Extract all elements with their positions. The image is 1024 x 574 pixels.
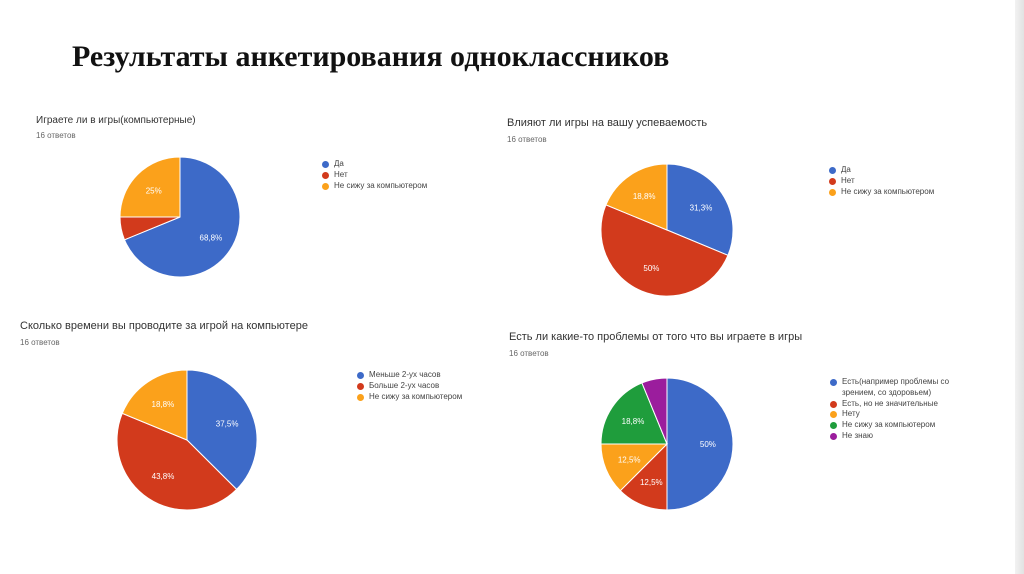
legend-label: Нет <box>334 169 348 179</box>
legend-item: Есть, но не значительные <box>830 399 980 410</box>
legend-label: Меньше 2-ух часов <box>369 370 441 379</box>
legend-swatch <box>322 161 329 168</box>
legend-item: Не сижу за компьютером <box>357 392 527 403</box>
legend-swatch <box>357 382 364 390</box>
legend-item: Меньше 2-ух часов <box>357 370 527 381</box>
pie-chart: 50% 12,5% 12,5% 18,8% <box>600 377 734 511</box>
pie-slice-больше-2-ух-часов <box>116 412 238 511</box>
slice-label: 25% <box>146 187 162 196</box>
legend-label: Да <box>334 159 344 168</box>
legend-item: Да <box>322 159 482 170</box>
legend: Да Нет Не сижу за компьютером <box>322 159 482 191</box>
legend-label: Есть(например проблемы со зрением, со зд… <box>842 377 950 397</box>
pie-slice-да <box>666 163 734 256</box>
pie-slice-меньше-2-ух-часов <box>186 369 258 491</box>
legend-swatch <box>829 167 836 174</box>
pie-slice-да <box>123 156 241 278</box>
slice-label: 18,8% <box>152 400 175 409</box>
response-count: 16 ответов <box>509 349 549 358</box>
slide-edge <box>1015 0 1024 574</box>
pie-slice-не-сижу-за-компьютером <box>121 369 188 441</box>
slice-label: 50% <box>643 264 659 273</box>
legend-label: Не знаю <box>842 430 873 440</box>
legend-item: Нету <box>830 409 980 420</box>
response-count: 16 ответов <box>507 135 547 144</box>
legend-label: Нет <box>841 175 855 185</box>
legend-label: Не сижу за компьютером <box>841 186 935 196</box>
legend-item: Не сижу за компьютером <box>829 187 989 198</box>
legend-item: Больше 2-ух часов <box>357 381 527 392</box>
legend-swatch <box>829 177 836 185</box>
legend: Меньше 2-ух часов Больше 2-ух часов Не сиж… <box>357 370 527 402</box>
slice-label: 31,3% <box>690 203 713 212</box>
legend-swatch <box>830 432 837 440</box>
slice-label: 43,8% <box>152 472 175 481</box>
pie-slice-не-сижу-за-компьютером <box>605 163 668 231</box>
pie-chart: 68,8% 25% <box>119 156 241 278</box>
legend-swatch <box>357 393 364 401</box>
legend-swatch <box>829 188 836 196</box>
legend-label: Не сижу за компьютером <box>334 180 428 190</box>
slice-label: 37,5% <box>216 419 239 428</box>
legend-swatch <box>357 372 364 379</box>
slice-label: 18,8% <box>633 192 656 201</box>
legend: Да Нет Не сижу за компьютером <box>829 165 989 197</box>
legend-label: Да <box>841 165 851 174</box>
legend: Есть(например проблемы со зрением, со зд… <box>830 377 980 442</box>
legend-swatch <box>322 182 329 190</box>
slice-label: 12,5% <box>640 478 663 487</box>
legend-label: Нету <box>842 409 860 419</box>
legend-item: Нет <box>322 170 482 181</box>
legend-item: Нет <box>829 176 989 187</box>
legend-item: Есть(например проблемы со зрением, со зд… <box>830 377 980 399</box>
pie-slice-есть-например-проблемы-со-зрением-со-здоровьем <box>666 377 734 511</box>
legend-item: Не сижу за компьютером <box>830 420 980 431</box>
pie-chart: 37,5% 43,8% 18,8% <box>116 369 258 511</box>
legend-swatch <box>830 400 837 408</box>
slide-title: Результаты анкетирования одноклассников <box>72 40 670 73</box>
slice-label: 12,5% <box>618 456 641 465</box>
chart-title: Влияют ли игры на вашу успеваемость <box>507 117 708 129</box>
slice-label: 18,8% <box>622 417 645 426</box>
response-count: 16 ответов <box>20 338 60 347</box>
chart-title: Есть ли какие-то проблемы от того что вы… <box>509 331 803 343</box>
legend-label: Не сижу за компьютером <box>842 420 936 430</box>
response-count: 16 ответов <box>36 131 76 140</box>
legend-item: Не сижу за компьютером <box>322 181 482 192</box>
legend-swatch <box>830 422 837 430</box>
chart-title: Сколько времени вы проводите за игрой на… <box>20 320 308 332</box>
pie-slice-не-знаю <box>641 377 668 445</box>
pie-chart: 31,3% 50% 18,8% <box>600 163 734 297</box>
pie-slice-не-сижу-за-компьютером <box>119 156 181 218</box>
slice-label: 50% <box>700 440 716 449</box>
legend-item: Да <box>829 165 989 176</box>
slice-label: 68,8% <box>200 234 223 243</box>
pie-slice-нет <box>600 204 729 297</box>
legend-label: Больше 2-ух часов <box>369 380 440 390</box>
legend-swatch <box>830 411 837 419</box>
legend-swatch <box>830 379 837 386</box>
legend-swatch <box>322 171 329 179</box>
legend-label: Не сижу за компьютером <box>369 391 463 401</box>
legend-item: Не знаю <box>830 431 980 442</box>
chart-title: Играете ли в игры(компьютерные) <box>36 115 196 126</box>
legend-label: Есть, но не значительные <box>842 398 938 408</box>
pie-slice-не-сижу-за-компьютером <box>600 382 668 445</box>
